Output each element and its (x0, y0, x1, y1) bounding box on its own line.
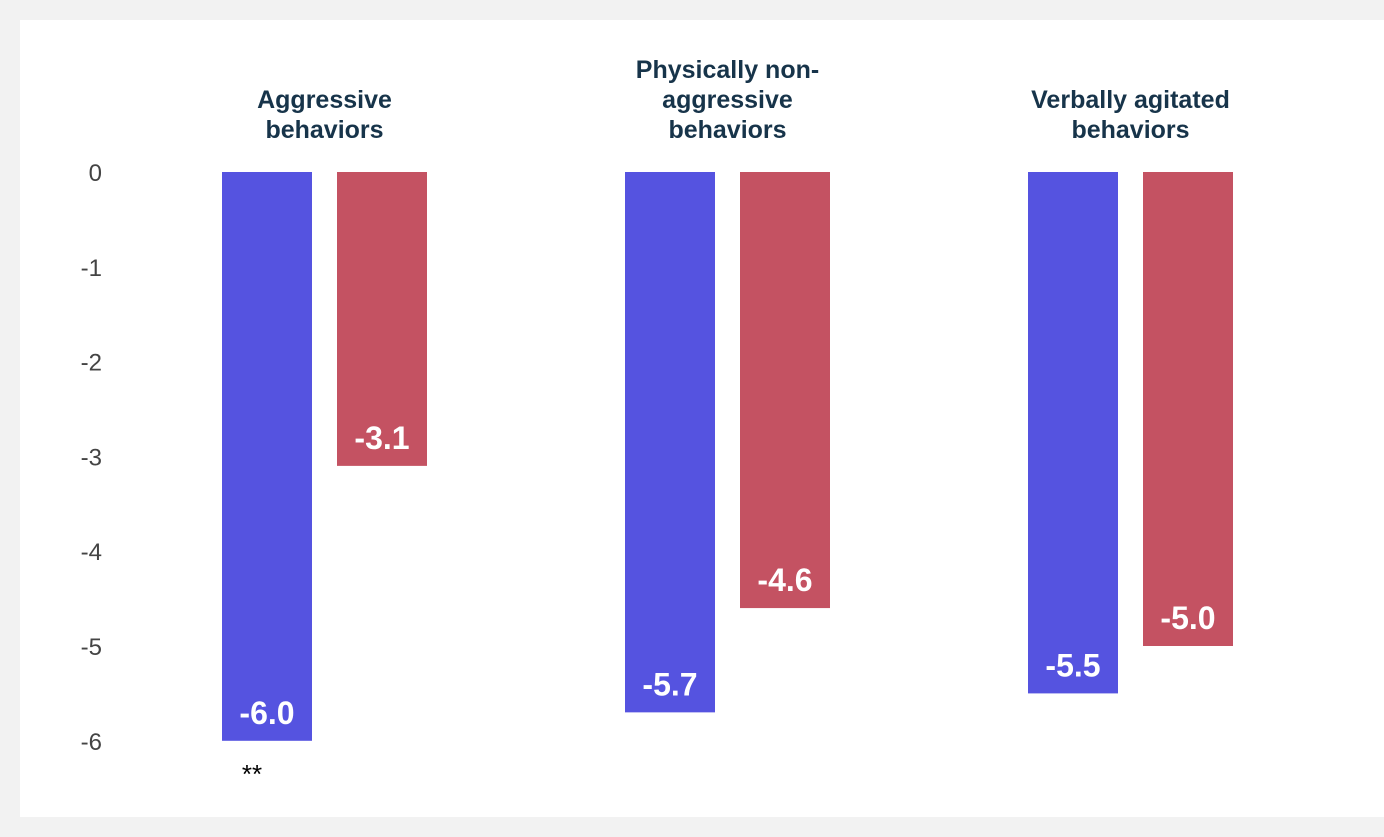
bar-value-label: -3.1 (354, 420, 409, 456)
category-title-line: behaviors (265, 116, 383, 144)
category-title-line: Verbally agitated (1031, 86, 1230, 114)
category-title-line: Aggressive (257, 86, 392, 114)
y-tick-label: -2 (81, 350, 102, 377)
bar (1028, 172, 1118, 694)
bar (625, 172, 715, 713)
bar-value-label: -5.0 (1160, 600, 1215, 636)
bar-value-label: -5.5 (1045, 647, 1100, 683)
bar (1143, 172, 1233, 646)
y-tick-label: -5 (81, 634, 102, 661)
category-title-line: behaviors (668, 116, 786, 144)
bar (222, 172, 312, 741)
bar-value-label: -5.7 (642, 666, 697, 702)
category-title-line: aggressive (662, 86, 793, 114)
chart-panel: 0 -1 -2 -3 -4 -5 -6 -6.0 -5.7 -5.5 -3.1 -4.6 -5.0 Agg… (20, 20, 1384, 817)
bar (337, 172, 427, 466)
significance-marker: ** (242, 759, 262, 789)
bar (740, 172, 830, 609)
y-tick-label: 0 (89, 160, 102, 187)
bar-chart: 0 -1 -2 -3 -4 -5 -6 -6.0 -5.7 -5.5 -3.1 -4.6 -5.0 Agg… (81, 56, 1233, 789)
y-tick-label: -1 (81, 255, 102, 282)
category-title-line: behaviors (1071, 116, 1189, 144)
category-title-line: Physically non- (636, 56, 819, 84)
y-tick-label: -4 (81, 539, 102, 566)
y-tick-label: -6 (81, 729, 102, 756)
bar-value-label: -4.6 (757, 562, 812, 598)
bar-value-label: -6.0 (239, 695, 294, 731)
y-tick-label: -3 (81, 444, 102, 471)
